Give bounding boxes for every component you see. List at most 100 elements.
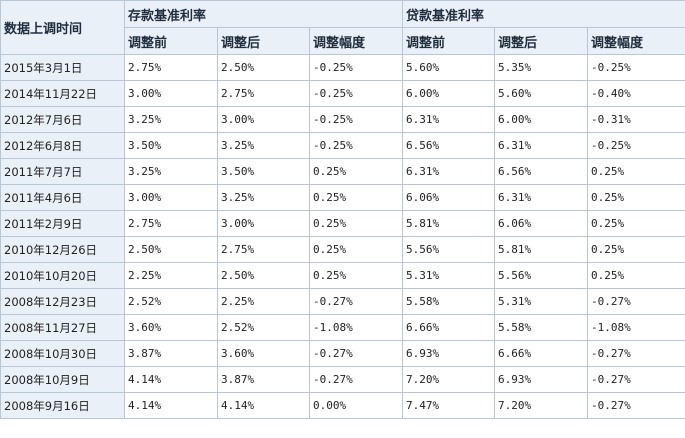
- loan-before-cell: 5.60%: [402, 54, 496, 81]
- deposit-after-cell: 2.50%: [217, 54, 310, 81]
- loan-after-cell: 5.31%: [494, 288, 589, 315]
- loan-change-cell: -0.25%: [587, 54, 685, 81]
- loan-change-cell: -0.27%: [587, 340, 685, 367]
- loan-change-cell: -0.27%: [587, 366, 685, 393]
- table-row: 2008年10月30日 3.87% 3.60% -0.27% 6.93% 6.6…: [0, 340, 685, 367]
- deposit-after-cell: 3.50%: [217, 158, 310, 185]
- loan-change-header: 调整幅度: [587, 27, 685, 55]
- table-row: 2015年3月1日 2.75% 2.50% -0.25% 5.60% 5.35%…: [0, 54, 685, 81]
- table-row: 2008年9月16日 4.14% 4.14% 0.00% 7.47% 7.20%…: [0, 392, 685, 419]
- interest-rate-table: 数据上调时间 存款基准利率 贷款基准利率 调整前 调整后 调整幅度 调整前 调整…: [0, 0, 685, 419]
- row-date: 2008年9月16日: [0, 392, 125, 419]
- deposit-before-cell: 3.60%: [124, 314, 218, 341]
- row-date: 2010年10月20日: [0, 262, 125, 289]
- row-date: 2014年11月22日: [0, 80, 125, 107]
- loan-before-cell: 6.31%: [402, 106, 496, 133]
- deposit-after-cell: 3.25%: [217, 184, 310, 211]
- row-date: 2012年6月8日: [0, 132, 125, 159]
- loan-after-cell: 6.56%: [494, 158, 589, 185]
- loan-change-cell: 0.25%: [587, 262, 685, 289]
- row-date: 2011年7月7日: [0, 158, 125, 185]
- deposit-change-cell: -0.25%: [308, 106, 404, 133]
- loan-before-cell: 6.00%: [402, 80, 496, 107]
- deposit-before-cell: 3.00%: [124, 80, 218, 107]
- deposit-after-cell: 2.52%: [217, 314, 310, 341]
- deposit-before-cell: 3.50%: [124, 132, 218, 159]
- deposit-after-cell: 3.00%: [217, 210, 310, 237]
- table-row: 2014年11月22日 3.00% 2.75% -0.25% 6.00% 5.6…: [0, 80, 685, 107]
- header-group-row: 数据上调时间 存款基准利率 贷款基准利率: [0, 0, 685, 55]
- deposit-change-cell: -0.25%: [308, 132, 404, 159]
- row-date: 2008年10月9日: [0, 366, 125, 393]
- loan-after-cell: 6.93%: [494, 366, 589, 393]
- table-row: 2012年6月8日 3.50% 3.25% -0.25% 6.56% 6.31%…: [0, 132, 685, 159]
- deposit-after-cell: 2.25%: [217, 288, 310, 315]
- row-date: 2011年4月6日: [0, 184, 125, 211]
- loan-after-cell: 6.31%: [494, 132, 589, 159]
- loan-after-header: 调整后: [494, 27, 589, 55]
- deposit-after-cell: 3.60%: [217, 340, 310, 367]
- deposit-change-cell: 0.25%: [308, 236, 404, 263]
- table-row: 2008年12月23日 2.52% 2.25% -0.27% 5.58% 5.3…: [0, 288, 685, 315]
- loan-change-cell: 0.25%: [587, 236, 685, 263]
- loan-before-header: 调整前: [402, 27, 496, 55]
- table-row: 2010年10月20日 2.25% 2.50% 0.25% 5.31% 5.56…: [0, 262, 685, 289]
- table-row: 2011年4月6日 3.00% 3.25% 0.25% 6.06% 6.31% …: [0, 184, 685, 211]
- loan-after-cell: 5.35%: [494, 54, 589, 81]
- table-row: 2010年12月26日 2.50% 2.75% 0.25% 5.56% 5.81…: [0, 236, 685, 263]
- deposit-change-cell: -0.27%: [308, 340, 404, 367]
- deposit-before-cell: 3.00%: [124, 184, 218, 211]
- loan-before-cell: 5.58%: [402, 288, 496, 315]
- deposit-after-cell: 2.75%: [217, 236, 310, 263]
- table-row: 2008年10月9日 4.14% 3.87% -0.27% 7.20% 6.93…: [0, 366, 685, 393]
- loan-after-cell: 5.58%: [494, 314, 589, 341]
- deposit-after-cell: 4.14%: [217, 392, 310, 419]
- loan-change-cell: -0.31%: [587, 106, 685, 133]
- header-sub-row: 调整前 调整后 调整幅度 调整前 调整后 调整幅度: [1, 27, 685, 55]
- row-date: 2011年2月9日: [0, 210, 125, 237]
- loan-after-cell: 6.66%: [494, 340, 589, 367]
- loan-change-cell: 0.25%: [587, 210, 685, 237]
- loan-change-cell: -0.25%: [587, 132, 685, 159]
- loan-after-cell: 5.56%: [494, 262, 589, 289]
- deposit-rate-header: 存款基准利率: [123, 0, 404, 28]
- deposit-after-header: 调整后: [217, 27, 310, 55]
- loan-after-cell: 5.60%: [494, 80, 589, 107]
- loan-before-cell: 7.20%: [402, 366, 496, 393]
- loan-before-cell: 6.56%: [402, 132, 496, 159]
- table-row: 2011年2月9日 2.75% 3.00% 0.25% 5.81% 6.06% …: [0, 210, 685, 237]
- deposit-before-cell: 4.14%: [124, 392, 218, 419]
- row-date: 2008年12月23日: [0, 288, 125, 315]
- loan-change-cell: -1.08%: [587, 314, 685, 341]
- deposit-before-cell: 2.25%: [124, 262, 218, 289]
- loan-before-cell: 7.47%: [402, 392, 496, 419]
- deposit-change-cell: -0.25%: [308, 54, 404, 81]
- loan-after-cell: 6.06%: [494, 210, 589, 237]
- deposit-before-cell: 2.52%: [124, 288, 218, 315]
- loan-change-cell: -0.27%: [587, 288, 685, 315]
- deposit-change-cell: 0.25%: [308, 158, 404, 185]
- loan-change-cell: -0.27%: [587, 392, 685, 419]
- loan-after-cell: 6.31%: [494, 184, 589, 211]
- deposit-after-cell: 3.25%: [217, 132, 310, 159]
- row-date: 2012年7月6日: [0, 106, 125, 133]
- row-date: 2008年11月27日: [0, 314, 125, 341]
- deposit-change-cell: 0.25%: [308, 262, 404, 289]
- loan-after-cell: 6.00%: [494, 106, 589, 133]
- table-row: 2008年11月27日 3.60% 2.52% -1.08% 6.66% 5.5…: [0, 314, 685, 341]
- row-date: 2015年3月1日: [0, 54, 125, 81]
- deposit-before-cell: 4.14%: [124, 366, 218, 393]
- table-row: 2011年7月7日 3.25% 3.50% 0.25% 6.31% 6.56% …: [0, 158, 685, 185]
- deposit-change-cell: 0.25%: [308, 210, 404, 237]
- loan-after-cell: 7.20%: [494, 392, 589, 419]
- loan-before-cell: 5.81%: [402, 210, 496, 237]
- rate-table-body: 2015年3月1日 2.75% 2.50% -0.25% 5.60% 5.35%…: [0, 54, 685, 419]
- deposit-after-cell: 2.50%: [217, 262, 310, 289]
- deposit-after-cell: 3.87%: [217, 366, 310, 393]
- deposit-before-cell: 2.75%: [124, 210, 218, 237]
- deposit-change-cell: -0.27%: [308, 288, 404, 315]
- loan-before-cell: 6.66%: [402, 314, 496, 341]
- table-row: 2012年7月6日 3.25% 3.00% -0.25% 6.31% 6.00%…: [0, 106, 685, 133]
- row-date: 2008年10月30日: [0, 340, 125, 367]
- date-column-header: 数据上调时间: [0, 0, 125, 55]
